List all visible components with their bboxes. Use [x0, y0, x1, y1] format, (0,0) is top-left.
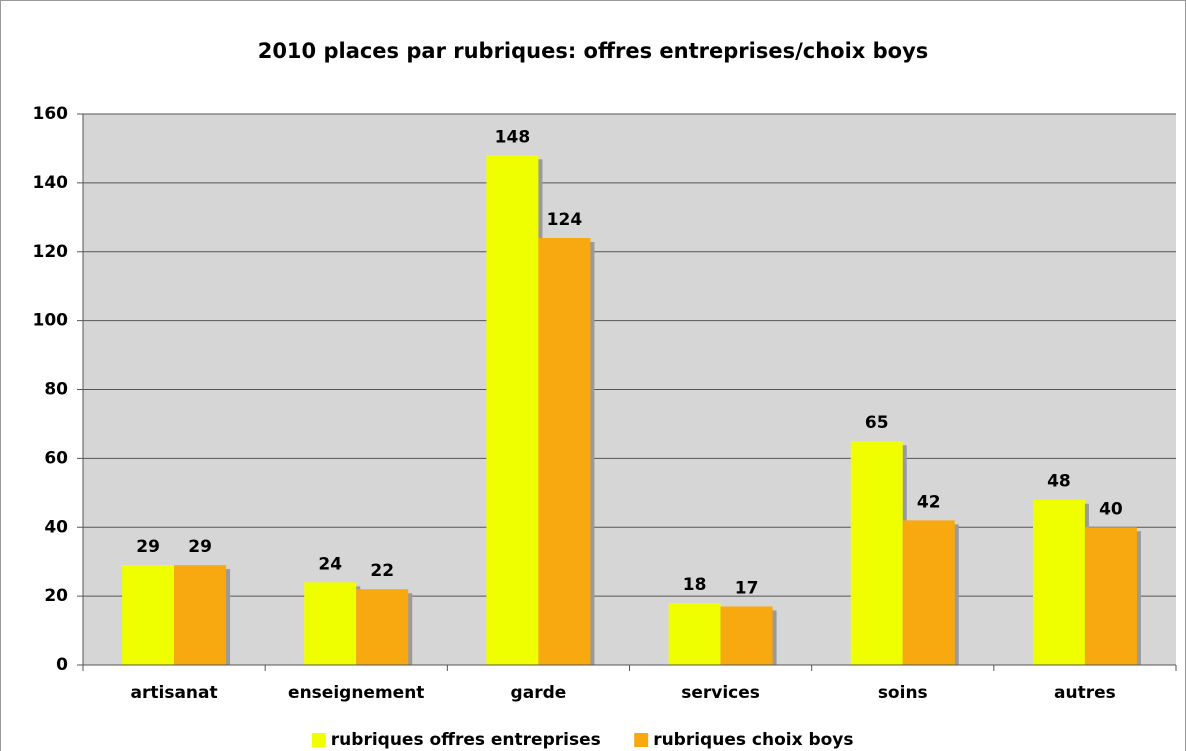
- bar: [720, 606, 773, 665]
- data-label: 29: [136, 537, 160, 557]
- bar: [850, 441, 903, 665]
- legend-swatch: [634, 733, 649, 747]
- y-tick-label: 0: [56, 655, 68, 675]
- y-tick-label: 120: [33, 242, 69, 262]
- x-tick-label: services: [681, 683, 760, 703]
- bar: [538, 237, 591, 665]
- bar: [356, 589, 409, 665]
- bar: [902, 520, 955, 665]
- data-label: 48: [1047, 472, 1071, 492]
- chart-title: 2010 places par rubriques: offres entrep…: [258, 39, 929, 63]
- x-tick-label: enseignement: [288, 683, 424, 703]
- bar: [668, 603, 721, 665]
- data-label: 65: [865, 413, 889, 433]
- bar: [174, 565, 227, 665]
- data-label: 22: [370, 561, 394, 581]
- y-tick-label: 140: [33, 173, 69, 193]
- legend-label: rubriques choix boys: [653, 730, 853, 750]
- data-label: 148: [495, 127, 531, 147]
- data-label: 124: [547, 210, 583, 230]
- data-label: 40: [1099, 499, 1123, 519]
- data-label: 24: [318, 554, 342, 574]
- y-tick-label: 160: [33, 104, 69, 124]
- y-tick-label: 60: [44, 448, 68, 468]
- bar: [122, 565, 175, 665]
- legend-label: rubriques offres entreprises: [331, 730, 601, 750]
- data-label: 42: [917, 492, 941, 512]
- bar: [1084, 527, 1137, 665]
- bar: [1032, 499, 1085, 665]
- x-tick-label: soins: [878, 683, 928, 703]
- data-label: 29: [188, 537, 212, 557]
- y-tick-label: 20: [44, 586, 68, 606]
- x-tick-label: artisanat: [131, 683, 218, 703]
- y-tick-label: 40: [44, 517, 68, 537]
- bar: [486, 155, 539, 665]
- bar: [304, 582, 357, 665]
- legend-swatch: [311, 733, 326, 747]
- y-tick-label: 80: [44, 380, 68, 400]
- data-label: 17: [735, 578, 759, 598]
- x-tick-label: autres: [1054, 683, 1116, 703]
- data-label: 18: [683, 575, 707, 595]
- y-tick-label: 100: [33, 311, 69, 331]
- x-tick-label: garde: [511, 683, 567, 703]
